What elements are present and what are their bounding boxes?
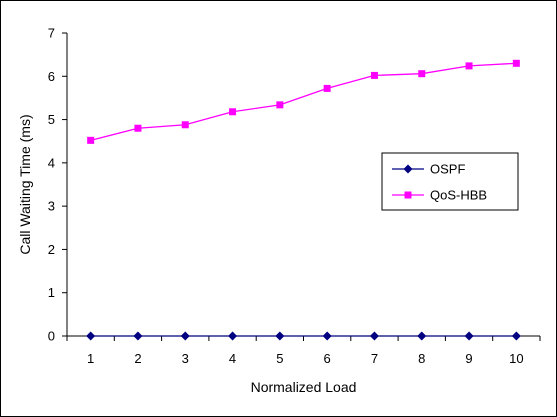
x-tick-label: 9 xyxy=(465,351,472,366)
y-tick-label: 1 xyxy=(48,285,55,300)
data-point xyxy=(275,331,285,341)
data-point xyxy=(465,62,473,70)
series-qos-hbb xyxy=(87,59,520,144)
x-tick-label: 1 xyxy=(87,351,94,366)
data-point xyxy=(134,124,142,132)
data-point xyxy=(276,101,284,109)
data-point xyxy=(87,136,95,144)
y-tick-label: 7 xyxy=(48,26,55,41)
data-point xyxy=(322,331,332,341)
x-tick-label: 6 xyxy=(324,351,331,366)
legend: OSPF QoS-HBB xyxy=(381,152,519,211)
data-point xyxy=(464,331,474,341)
y-tick-label: 0 xyxy=(48,329,55,344)
data-point xyxy=(229,108,237,116)
data-point xyxy=(370,71,378,79)
data-point xyxy=(86,331,96,341)
series-layer xyxy=(86,59,521,341)
y-tick-label: 2 xyxy=(48,242,55,257)
data-point xyxy=(133,331,143,341)
data-point xyxy=(323,84,331,92)
data-point xyxy=(512,59,520,67)
y-tick-label: 4 xyxy=(48,155,55,170)
x-tick-label: 5 xyxy=(276,351,283,366)
x-tick-label: 10 xyxy=(509,351,523,366)
data-point xyxy=(418,70,426,78)
y-tick-label: 6 xyxy=(48,69,55,84)
y-axis-title: Call Waiting Time (ms) xyxy=(17,114,33,254)
y-tick-label: 5 xyxy=(48,112,55,127)
legend-label: OSPF xyxy=(430,162,465,177)
data-point xyxy=(180,331,190,341)
data-point xyxy=(181,121,189,129)
legend-label: QoS-HBB xyxy=(430,188,487,203)
x-tick-label: 3 xyxy=(182,351,189,366)
legend-box xyxy=(381,152,519,211)
legend-item: QoS-HBB xyxy=(392,188,487,203)
x-tick-label: 4 xyxy=(229,351,236,366)
data-point xyxy=(228,331,238,341)
series-ospf xyxy=(86,331,521,341)
data-point xyxy=(511,331,521,341)
series-line xyxy=(90,62,517,141)
data-point xyxy=(417,331,427,341)
data-point xyxy=(369,331,379,341)
x-axis-title: Normalized Load xyxy=(251,379,357,395)
y-tick-label: 3 xyxy=(48,199,55,214)
x-tick-label: 7 xyxy=(371,351,378,366)
x-tick-label: 8 xyxy=(418,351,425,366)
x-tick-label: 2 xyxy=(134,351,141,366)
legend-marker xyxy=(404,191,412,199)
legend-item: OSPF xyxy=(392,162,465,177)
legend-marker xyxy=(403,164,413,174)
